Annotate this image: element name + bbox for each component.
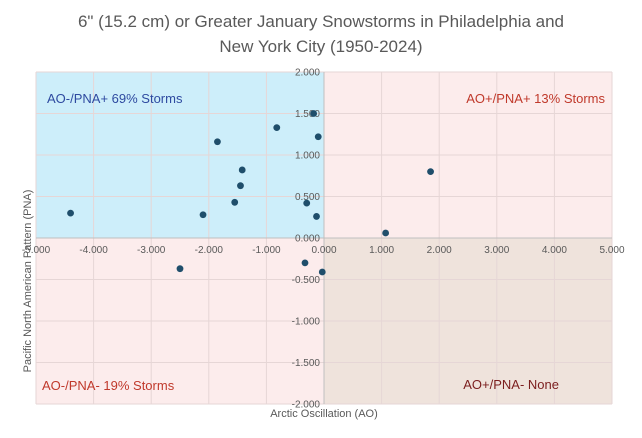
data-point — [314, 133, 322, 141]
y-tick-label: -1.000 — [292, 317, 321, 328]
data-point — [313, 213, 320, 220]
data-point — [67, 209, 74, 217]
data-point — [310, 110, 318, 117]
x-axis-label: Arctic Oscillation (AO) — [270, 408, 378, 420]
data-point — [273, 124, 281, 132]
data-point — [382, 229, 390, 237]
data-point — [214, 138, 221, 146]
x-tick-label: -4.000 — [79, 245, 108, 256]
quadrant-label-ao-neg-pna-pos: AO-/PNA+ 69% Storms — [47, 91, 183, 106]
y-tick-label: 1.500 — [295, 109, 320, 120]
y-axis-label: Pacific North American Pattern (PNA) — [22, 190, 34, 373]
x-tick-label: 3.000 — [484, 245, 509, 256]
data-point — [199, 211, 207, 219]
data-point — [238, 166, 246, 174]
data-point — [301, 259, 309, 267]
chart-title-line-1: 6" (15.2 cm) or Greater January Snowstor… — [78, 12, 564, 31]
x-tick-label: -5.000 — [22, 245, 51, 256]
y-tick-label: 0.000 — [295, 234, 320, 245]
data-point — [427, 168, 434, 176]
x-tick-label: 0.000 — [311, 245, 336, 256]
y-tick-label: 2.000 — [295, 68, 320, 79]
x-tick-label: -3.000 — [137, 245, 166, 256]
data-point — [303, 199, 311, 207]
x-tick-label: 1.000 — [369, 245, 394, 256]
quadrant-label-ao-neg-pna-neg: AO-/PNA- 19% Storms — [42, 378, 175, 393]
x-tick-label: 2.000 — [427, 245, 452, 256]
y-tick-label: 1.000 — [295, 151, 320, 162]
y-tick-label: -2.000 — [292, 400, 321, 411]
x-tick-label: 4.000 — [542, 245, 567, 256]
data-point — [231, 198, 239, 206]
y-tick-label: -0.500 — [292, 275, 321, 286]
quadrant-label-ao-pos-pna-neg: AO+/PNA- None — [463, 377, 559, 392]
x-tick-label: 5.000 — [599, 245, 624, 256]
x-tick-label: -2.000 — [195, 245, 224, 256]
y-tick-label: -1.500 — [292, 358, 321, 369]
data-point — [176, 265, 184, 273]
chart-title-line-2: New York City (1950-2024) — [219, 37, 422, 56]
data-point — [237, 182, 244, 190]
x-tick-label: -1.000 — [252, 245, 281, 256]
data-point — [318, 268, 326, 276]
y-tick-label: 0.500 — [295, 192, 320, 203]
quadrant-label-ao-pos-pna-pos: AO+/PNA+ 13% Storms — [466, 91, 605, 106]
